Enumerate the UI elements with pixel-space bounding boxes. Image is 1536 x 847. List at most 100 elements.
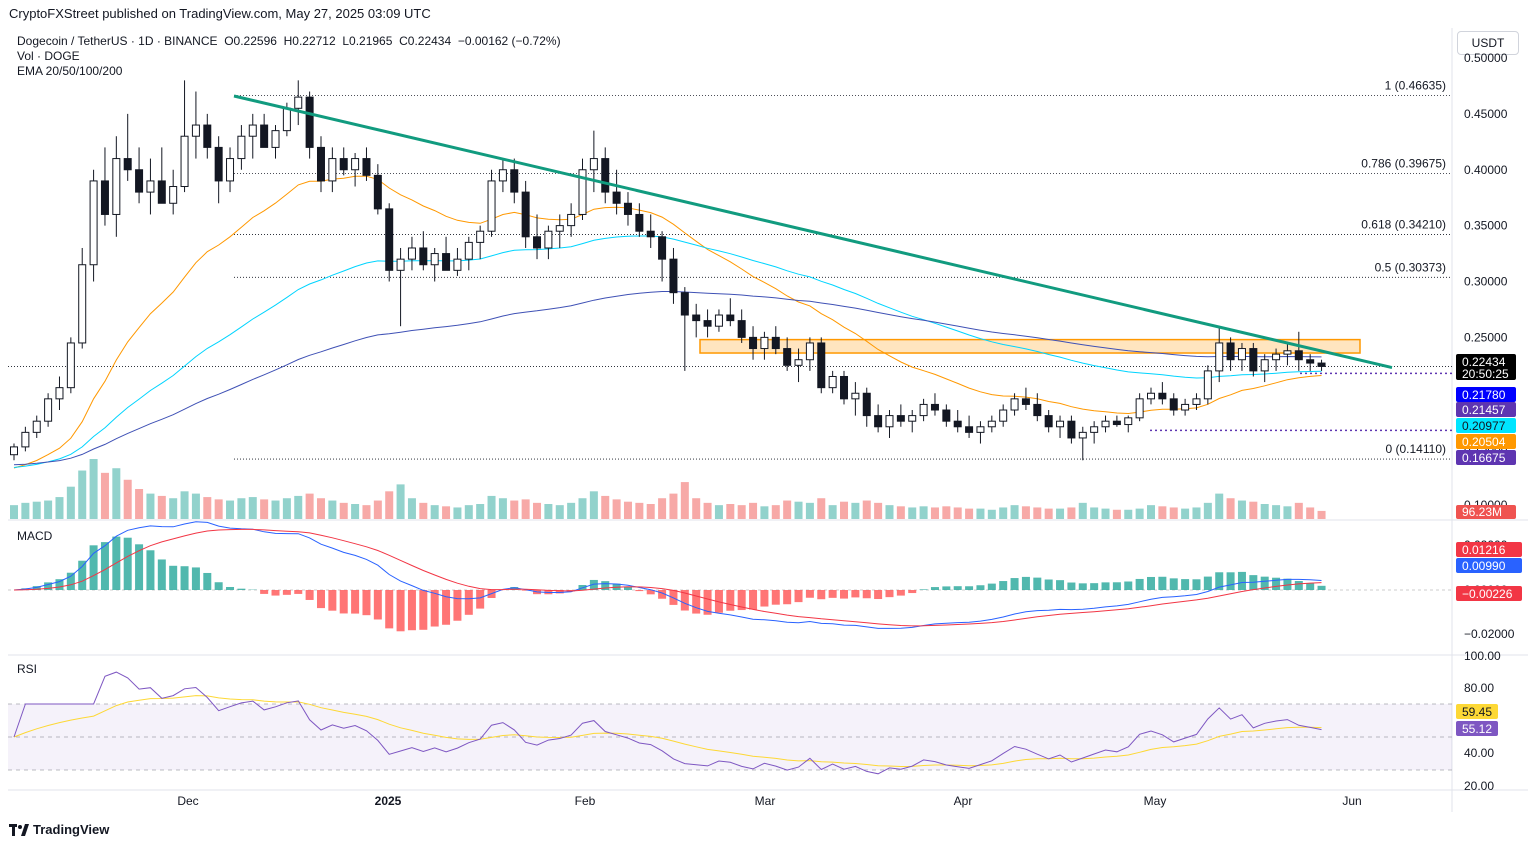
macd-histogram-bar: [237, 588, 246, 590]
volume-bar: [953, 507, 962, 519]
macd-histogram-bar: [1044, 579, 1053, 590]
macd-histogram-bar: [1272, 577, 1281, 590]
macd-histogram-bar: [1033, 577, 1042, 590]
macd-histogram-bar: [680, 590, 689, 611]
time-tick-label: 2025: [375, 794, 402, 808]
macd-histogram-bar: [100, 542, 109, 590]
candle-body: [226, 158, 235, 182]
volume-bar: [840, 501, 849, 519]
macd-tick-label: −0.02000: [1464, 627, 1515, 641]
volume-bar: [1067, 507, 1076, 519]
volume-bar: [874, 502, 883, 519]
macd-histogram-bar: [1101, 582, 1110, 590]
rsi-tick-label: 40.00: [1464, 746, 1494, 760]
volume-bar: [396, 484, 405, 519]
ohlc-l-label: L: [342, 34, 350, 48]
rsi-tick-label: 100.00: [1464, 649, 1501, 663]
macd-histogram-bar: [442, 590, 451, 625]
candle-body: [965, 426, 974, 433]
macd-histogram-bar: [44, 582, 53, 590]
fib-level-label: 0.618 (0.34210): [1361, 217, 1446, 231]
candle-body: [896, 415, 905, 422]
candle-body: [146, 180, 155, 193]
macd-histogram-bar: [89, 545, 98, 590]
candle-body: [1203, 370, 1212, 400]
volume-bar: [1033, 507, 1042, 519]
macd-histogram-bar: [726, 590, 735, 611]
volume-bar: [1192, 507, 1201, 519]
currency-button[interactable]: USDT: [1457, 31, 1519, 55]
candle-body: [885, 415, 894, 428]
candle-body: [862, 392, 871, 417]
candle-body: [919, 403, 928, 417]
macd-histogram-bar: [1158, 576, 1167, 590]
macd-histogram-bar: [942, 586, 951, 590]
volume-bar: [646, 504, 655, 519]
macd-label-box: [1456, 586, 1522, 601]
macd-histogram-bar: [396, 590, 405, 632]
macd-histogram-bar: [476, 590, 485, 609]
volume-bar: [828, 505, 837, 519]
volume-bar: [1101, 508, 1110, 519]
macd-histogram-bar: [464, 590, 473, 615]
macd-histogram-bar: [601, 581, 610, 590]
candle-body: [703, 320, 712, 327]
candle-body: [157, 180, 166, 204]
volume-bar: [282, 498, 291, 519]
candle-body: [635, 213, 644, 232]
volume-bar: [237, 498, 246, 519]
ohlc-h-label: H: [283, 34, 293, 48]
volume-bar: [987, 509, 996, 519]
macd-histogram-bar: [305, 590, 314, 600]
volume-bar: [1078, 502, 1087, 519]
volume-bar: [1090, 507, 1099, 519]
price-label-box: [1456, 402, 1516, 417]
macd-histogram-bar: [749, 590, 758, 610]
volume-bar: [1169, 507, 1178, 519]
volume-bar: [453, 507, 462, 519]
candle-body: [510, 169, 519, 193]
volume-bar: [362, 505, 371, 519]
volume-bar: [385, 491, 394, 519]
candle-body: [396, 258, 405, 271]
candle-body: [578, 169, 587, 215]
rsi-label-text: 59.45: [1462, 705, 1492, 719]
macd-histogram-bar: [908, 590, 917, 594]
volume-bar: [1044, 508, 1053, 519]
macd-histogram-bar: [828, 590, 837, 598]
volume-bar: [1158, 506, 1167, 519]
macd-line: [13, 521, 1322, 629]
volume-bar: [135, 489, 144, 519]
fib-level-label: 1 (0.46635): [1385, 79, 1446, 93]
tradingview-footer[interactable]: TradingView: [9, 822, 109, 837]
candle-body: [942, 409, 951, 422]
volume-bar: [260, 499, 269, 519]
volume-bar: [908, 507, 917, 519]
candle-body: [351, 158, 360, 171]
candle-body: [1237, 348, 1246, 361]
volume-bar: [942, 506, 951, 519]
volume-bar: [1181, 508, 1190, 519]
macd-histogram-bar: [817, 590, 826, 600]
volume-bar: [351, 504, 360, 519]
candle-body: [362, 158, 371, 176]
macd-histogram-bar: [1306, 583, 1315, 590]
candle-body: [316, 146, 325, 182]
price-label-box: [1456, 434, 1516, 449]
volume-bar: [55, 497, 64, 519]
candle-body: [1306, 359, 1315, 364]
ema-legend[interactable]: EMA 20/50/100/200: [17, 64, 123, 78]
volume-bar: [1294, 502, 1303, 519]
volume-legend[interactable]: Vol · DOGE: [17, 49, 80, 63]
volume-bar: [146, 493, 155, 519]
time-tick-label: Dec: [177, 794, 198, 808]
candle-body: [373, 174, 382, 210]
candle-body: [680, 292, 689, 316]
volume-bar: [635, 502, 644, 519]
volume-bar: [248, 497, 257, 519]
macd-label-text: 0.01216: [1462, 543, 1506, 557]
macd-histogram-bar: [1283, 578, 1292, 590]
price-tick-label: 0.45000: [1464, 107, 1508, 121]
macd-histogram-bar: [1147, 576, 1155, 590]
